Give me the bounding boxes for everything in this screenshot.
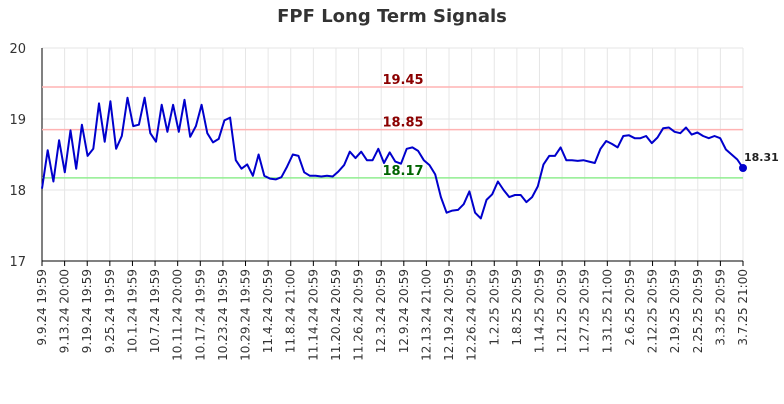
last-price-label: 18.31 [744, 151, 779, 164]
x-tick-label: 12.13.24 21:00 [419, 269, 433, 361]
x-tick-label: 12.19.24 20:59 [442, 269, 456, 361]
x-tick-label: 2.12.25 20:59 [646, 269, 660, 353]
x-tick-label: 11.8.24 21:00 [284, 269, 298, 353]
x-tick-label: 10.29.24 19:59 [239, 269, 253, 361]
x-tick-label: 9.13.24 20:00 [58, 269, 72, 353]
y-tick-label: 19 [9, 113, 26, 128]
x-tick-label: 10.23.24 19:59 [216, 269, 230, 361]
x-tick-label: 11.4.24 20:59 [261, 269, 275, 353]
chart-title: FPF Long Term Signals [277, 6, 507, 27]
x-tick-label: 9.19.24 19:59 [80, 269, 94, 353]
price-series-line [41, 96, 744, 220]
x-tick-label: 10.7.24 19:59 [148, 269, 162, 353]
x-tick-label: 1.27.25 20:59 [578, 269, 592, 353]
x-tick-label: 10.1.24 19:59 [125, 269, 139, 353]
x-tick-label: 1.8.25 20:59 [510, 269, 524, 346]
x-tick-label: 9.25.24 19:59 [103, 269, 117, 353]
x-tick-label: 10.17.24 19:59 [193, 269, 207, 361]
x-tick-label: 2.6.25 20:59 [623, 269, 637, 346]
y-tick-label: 17 [9, 255, 26, 270]
support-level-label: 18.17 [382, 164, 423, 179]
y-tick-label: 18 [9, 184, 26, 199]
x-tick-label: 12.9.24 20:59 [397, 269, 411, 353]
x-tick-label: 11.14.24 20:59 [306, 269, 320, 361]
resistance-level-label: 18.85 [382, 116, 423, 131]
last-price-point [739, 163, 747, 172]
x-tick-label: 1.14.25 20:59 [532, 269, 546, 353]
x-tick-label: 2.25.25 20:59 [691, 269, 705, 353]
x-tick-label: 11.26.24 20:59 [352, 269, 366, 361]
x-tick-label: 12.3.24 20:59 [374, 269, 388, 353]
x-tick-label: 1.21.25 20:59 [555, 269, 569, 353]
x-tick-label: 1.2.25 20:59 [487, 269, 501, 346]
x-tick-label: 2.19.25 20:59 [668, 269, 682, 353]
x-tick-label: 1.31.25 21:00 [600, 269, 614, 353]
y-tick-label: 20 [9, 42, 26, 57]
resistance-level-label: 19.45 [382, 73, 423, 88]
x-tick-label: 11.20.24 20:59 [329, 269, 343, 361]
x-tick-label: 12.26.24 20:59 [465, 269, 479, 361]
x-tick-label: 9.9.24 19:59 [35, 269, 49, 346]
x-tick-label: 3.7.25 21:00 [736, 269, 750, 346]
x-tick-label: 3.3.25 20:59 [713, 269, 727, 346]
x-tick-label: 10.11.24 20:00 [171, 269, 185, 361]
